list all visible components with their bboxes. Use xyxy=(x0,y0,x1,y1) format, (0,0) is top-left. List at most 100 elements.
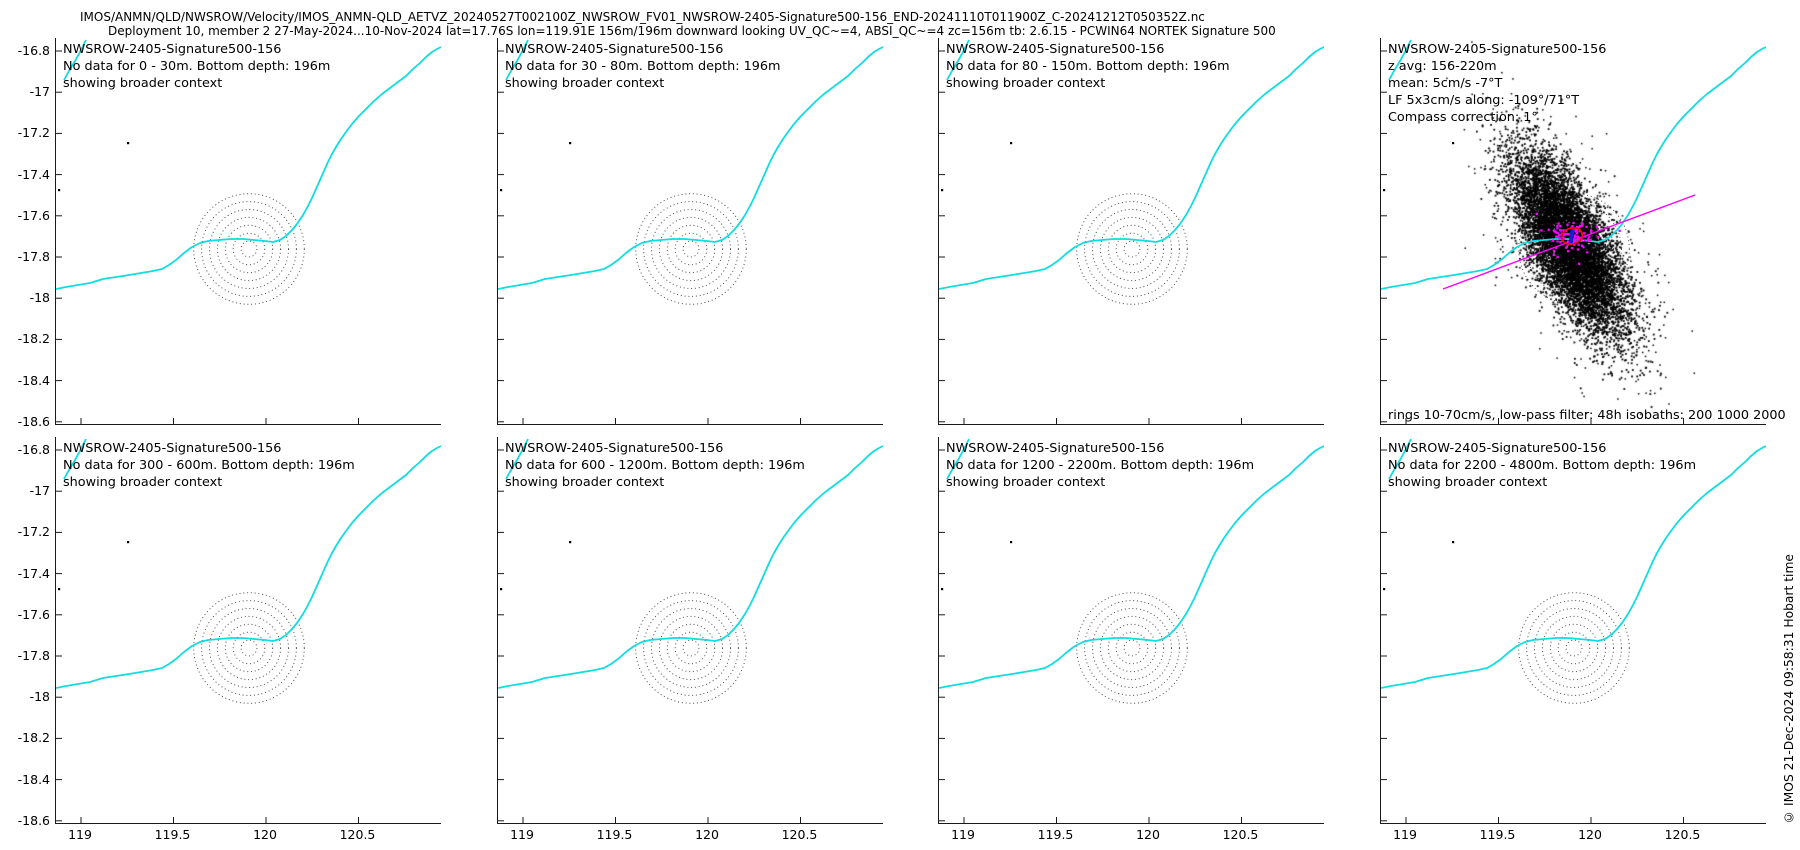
panel-text-block: NWSROW-2405-Signature500-156 No data for … xyxy=(946,41,1230,92)
map-speck xyxy=(500,588,503,591)
mean-vector-marker xyxy=(1568,229,1575,244)
lowpass-velocity-dot xyxy=(1562,237,1566,240)
coastline-fragment xyxy=(946,39,970,81)
speed-ring xyxy=(682,639,700,657)
speed-ring xyxy=(674,232,708,266)
lowpass-velocity-dot xyxy=(1560,229,1563,232)
figure-title-line2: Deployment 10, member 2 27-May-2024...10… xyxy=(108,24,1276,38)
panel-info-line: LF 5x3cm/s along: -109°/71°T xyxy=(1388,93,1580,108)
lowpass-velocity-dot xyxy=(1575,225,1579,229)
x-tick-label: 120 xyxy=(253,827,277,842)
panel-map-6: NWSROW-2405-Signature500-156 No data for … xyxy=(938,437,1324,824)
lowpass-velocity-dot xyxy=(1580,244,1584,247)
lowpass-velocity-dot xyxy=(1556,235,1559,238)
coastline-fragment xyxy=(63,39,87,81)
speed-ring xyxy=(193,592,305,704)
x-tick-label: 120.5 xyxy=(781,827,818,842)
y-tick-label: -17 xyxy=(29,84,50,100)
coastline xyxy=(939,46,1324,290)
panel-station-label: NWSROW-2405-Signature500-156 xyxy=(946,42,1165,57)
x-tick-label: 119 xyxy=(68,827,92,842)
coastline-fragment xyxy=(1388,438,1412,480)
lowpass-velocity-dot xyxy=(1587,239,1590,242)
lowpass-velocity-dot xyxy=(1576,238,1580,241)
lowpass-velocity-dot xyxy=(1554,231,1557,234)
map-base-layer xyxy=(939,449,1242,823)
lowpass-velocity-dot xyxy=(1589,239,1592,242)
lowpass-velocity-dot xyxy=(1568,241,1572,245)
y-tick-label: -18 xyxy=(29,290,50,306)
lowpass-velocity-dot xyxy=(1577,262,1581,265)
speed-ring xyxy=(658,216,724,282)
lowpass-velocity-dot xyxy=(1558,237,1561,240)
lowpass-velocity-dot xyxy=(1556,227,1559,230)
panel-map-4: NWSROW-2405-Signature500-156 No data for … xyxy=(55,437,441,824)
panel-station-label: NWSROW-2405-Signature500-156 xyxy=(1388,441,1607,456)
map-base-layer xyxy=(498,449,801,823)
lowpass-velocity-dot xyxy=(1563,232,1566,236)
y-tick-label: -18.2 xyxy=(17,730,50,746)
lowpass-velocity-dot xyxy=(1589,229,1593,232)
speed-ring xyxy=(224,224,274,274)
panel-map-0: NWSROW-2405-Signature500-156 No data for … xyxy=(55,38,441,425)
speed-ring xyxy=(1092,608,1172,688)
lowpass-velocity-dot xyxy=(1587,237,1590,241)
panel-info-line: No data for 2200 - 4800m. Bottom depth: … xyxy=(1388,458,1697,473)
coastline xyxy=(498,445,883,689)
speed-ring xyxy=(1115,631,1149,665)
speed-ring xyxy=(1076,193,1188,305)
speed-ring xyxy=(209,209,289,289)
y-tick-label: -18 xyxy=(29,689,50,705)
panel-map-7: NWSROW-2405-Signature500-156 No data for … xyxy=(1380,437,1766,824)
panel-station-label: NWSROW-2405-Signature500-156 xyxy=(946,441,1165,456)
map-speck xyxy=(1010,541,1013,544)
speed-ring xyxy=(1107,623,1157,673)
lowpass-velocity-dot xyxy=(1554,246,1558,249)
panel-info-line: Compass correction: 1° xyxy=(1388,110,1538,125)
speed-ring xyxy=(216,216,282,282)
lowpass-velocity-dot xyxy=(1581,222,1584,225)
speed-ring xyxy=(232,631,266,665)
lowpass-velocity-dot xyxy=(1567,249,1570,253)
lowpass-velocity-dot xyxy=(1552,249,1556,253)
panel-info-line: z avg: 156-220m xyxy=(1388,59,1497,74)
lowpass-velocity-dot xyxy=(1582,246,1585,249)
y-tick-label: -17.6 xyxy=(17,606,50,622)
coastline xyxy=(498,46,883,290)
lowpass-velocity-dot xyxy=(1575,232,1579,235)
map-overlay-layer xyxy=(1381,438,1766,689)
lowpass-velocity-dot xyxy=(1556,231,1559,235)
y-tick-label: -18.2 xyxy=(17,331,50,347)
x-tick-label: 119 xyxy=(510,827,534,842)
lowpass-velocity-dot xyxy=(1558,229,1562,232)
speed-ring xyxy=(1534,608,1614,688)
map-speck xyxy=(58,189,61,192)
map-overlay-layer xyxy=(939,438,1324,689)
panel-velocity-scatter: NWSROW-2405-Signature500-156 z avg: 156-2… xyxy=(1380,38,1786,425)
coastline-fragment xyxy=(946,438,970,480)
speed-ring xyxy=(201,201,297,297)
speed-ring xyxy=(658,615,724,681)
x-tick-label: 120 xyxy=(1578,827,1602,842)
map-base-layer xyxy=(56,50,359,424)
lowpass-velocity-dot xyxy=(1559,224,1562,228)
lowpass-velocity-dot xyxy=(1575,228,1578,232)
panel-info-line: showing broader context xyxy=(505,475,665,490)
map-speck xyxy=(569,142,572,145)
speed-ring xyxy=(666,224,716,274)
x-tick-label: 119 xyxy=(951,827,975,842)
x-tick-label: 119.5 xyxy=(1037,827,1074,842)
map-speck xyxy=(127,541,130,544)
x-tick-label: 120.5 xyxy=(1222,827,1259,842)
speed-ring xyxy=(1565,639,1583,657)
panel-info-line: No data for 1200 - 2200m. Bottom depth: … xyxy=(946,458,1255,473)
y-tick-label: -17 xyxy=(29,483,50,499)
map-overlay-layer xyxy=(939,39,1324,290)
map-speck xyxy=(941,588,944,591)
lowpass-velocity-dot xyxy=(1562,229,1566,232)
y-tick-label: -18.6 xyxy=(17,413,50,429)
lowpass-velocity-dot xyxy=(1565,246,1568,249)
coastline xyxy=(1381,46,1766,290)
speed-ring xyxy=(1107,224,1157,274)
